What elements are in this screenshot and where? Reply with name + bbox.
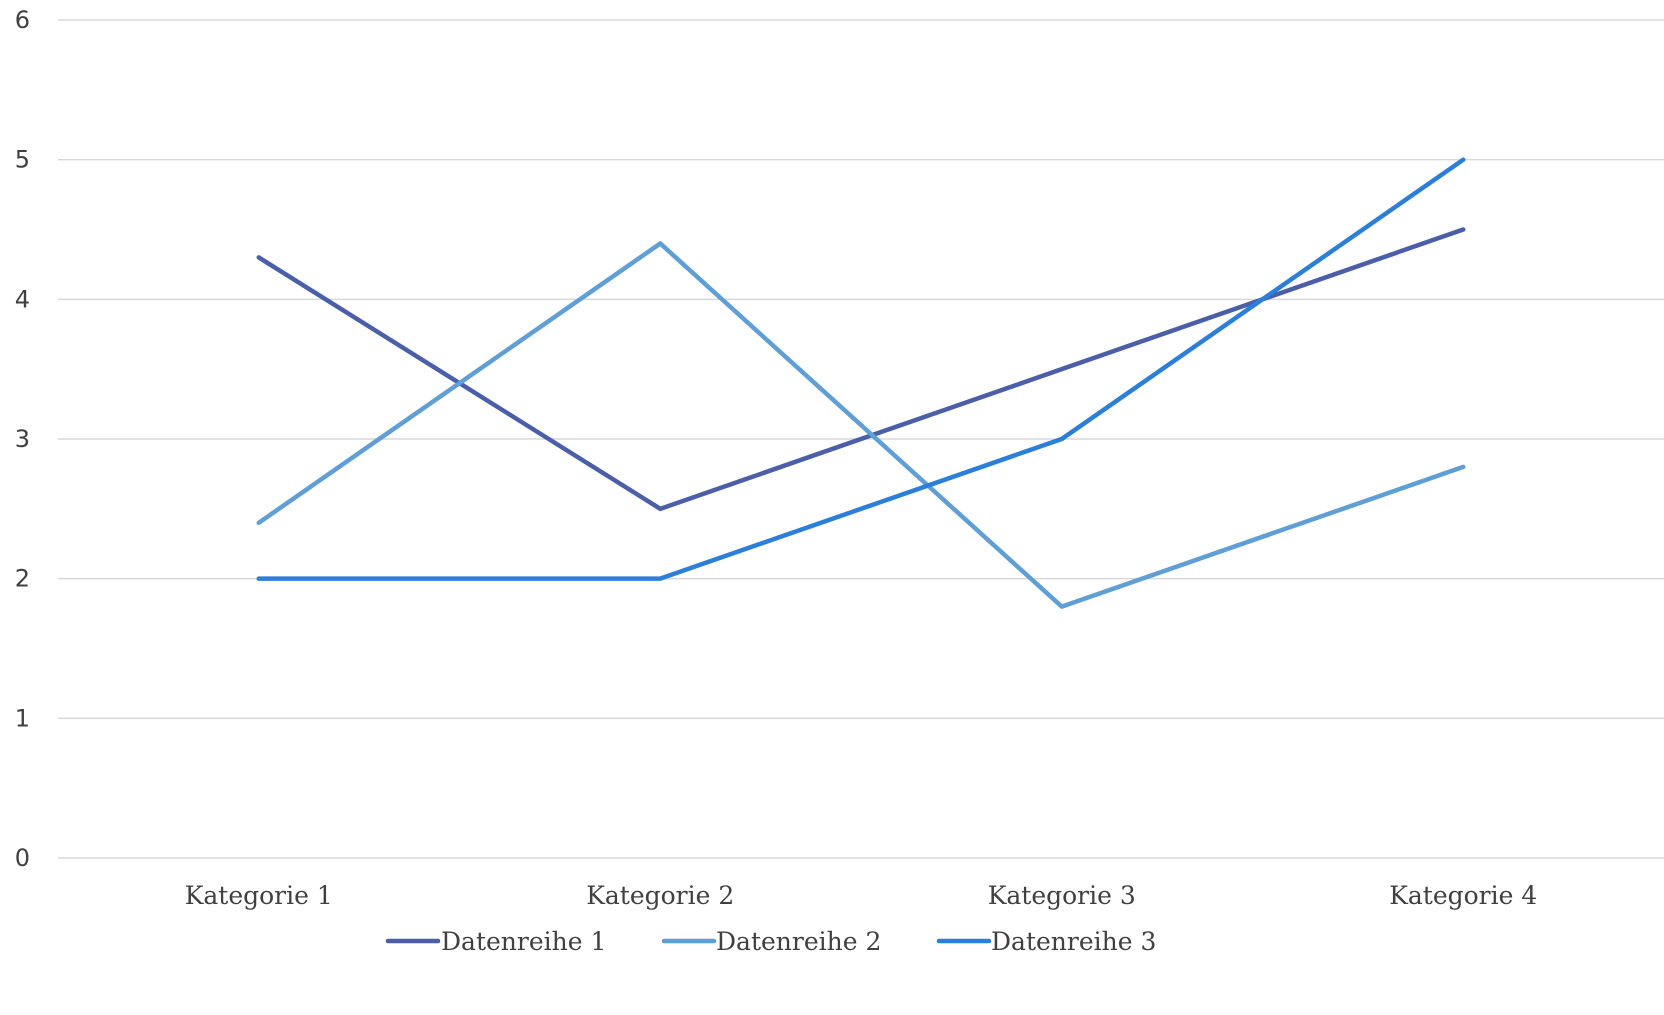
legend-label-1: Datenreihe 1	[441, 927, 606, 956]
x-tick-label: Kategorie 3	[988, 881, 1136, 910]
x-tick-label: Kategorie 4	[1389, 881, 1537, 910]
y-tick-label: 3	[15, 425, 30, 453]
y-tick-label: 5	[15, 146, 30, 174]
y-tick-label: 6	[15, 6, 30, 34]
x-axis: Kategorie 1 Kategorie 2 Kategorie 3 Kategor…	[185, 881, 1538, 910]
series-line-1	[256, 227, 1466, 512]
x-tick-label: Kategorie 1	[185, 881, 333, 910]
y-tick-label: 2	[15, 565, 30, 593]
series-line-3	[256, 157, 1466, 581]
y-tick-label: 0	[15, 844, 30, 872]
y-tick-label: 1	[15, 704, 30, 732]
x-tick-label: Kategorie 2	[586, 881, 734, 910]
legend-label-3: Datenreihe 3	[991, 927, 1156, 956]
legend-label-2: Datenreihe 2	[716, 927, 881, 956]
series-lines	[256, 157, 1466, 609]
y-tick-label: 4	[15, 285, 30, 313]
y-axis: 0 1 2 3 4 5 6	[15, 6, 30, 872]
series-line-2	[256, 241, 1466, 609]
legend: Datenreihe 1 Datenreihe 2 Datenreihe 3	[385, 927, 1156, 956]
